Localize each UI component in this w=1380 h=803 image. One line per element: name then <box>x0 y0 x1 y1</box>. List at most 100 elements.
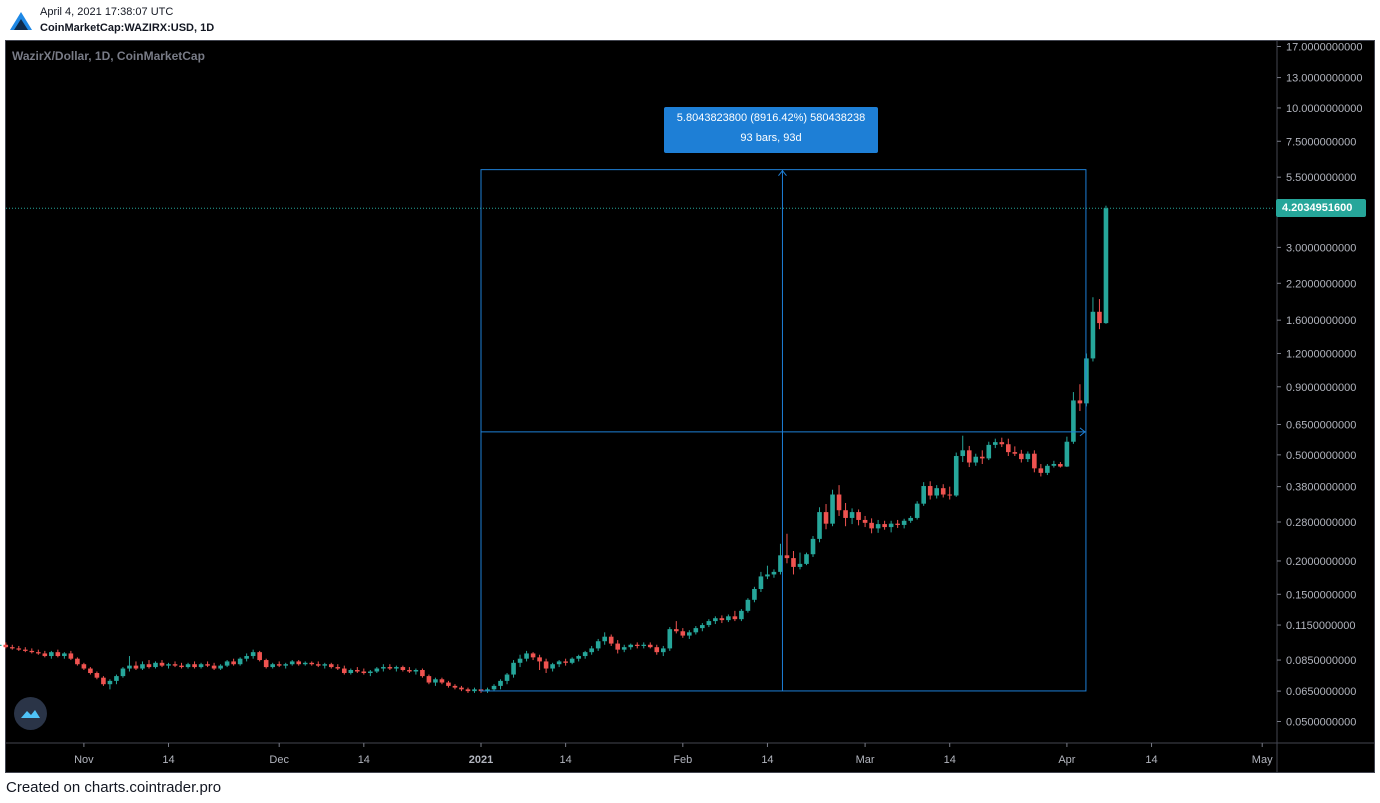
price-axis[interactable]: 17.0000000000 13.0000000000 10.0000000000 7… <box>1276 41 1362 772</box>
candle-body <box>1006 444 1011 453</box>
candle-body <box>608 636 614 644</box>
candle <box>420 668 425 678</box>
candle <box>1103 205 1109 324</box>
candle <box>836 485 842 516</box>
candle-body <box>62 653 67 657</box>
cointrader-app-button[interactable] <box>14 697 47 730</box>
time-tick-label: 14 <box>560 754 572 766</box>
candle-body <box>940 488 946 495</box>
candle <box>810 536 816 557</box>
candle <box>400 665 406 672</box>
candle <box>1006 438 1011 457</box>
candle-body <box>1064 441 1070 467</box>
price-tick-label: 0.2800000000 <box>1286 517 1356 529</box>
candle-body <box>1032 453 1037 469</box>
chart-header: April 4, 2021 17:38:07 UTC CoinMarketCap… <box>0 0 1380 40</box>
candle <box>1077 384 1083 412</box>
candle-body <box>914 503 920 518</box>
measure-up-arrow-icon <box>778 169 787 176</box>
candle <box>960 435 966 463</box>
price-tick-label: 3.0000000000 <box>1286 242 1356 254</box>
candle-body <box>973 456 979 463</box>
candle-body <box>341 668 347 674</box>
candle-body <box>1038 468 1044 473</box>
candle <box>654 644 660 655</box>
candle <box>589 645 594 655</box>
candle <box>732 610 738 622</box>
candle-body <box>752 588 757 600</box>
candle <box>862 515 868 528</box>
price-tick-label: 1.2000000000 <box>1286 348 1356 360</box>
time-tick-label: Nov <box>74 754 94 766</box>
candle <box>882 520 887 530</box>
candle <box>1032 450 1037 473</box>
candle-body <box>159 662 165 666</box>
candle-body <box>387 667 393 669</box>
candle <box>120 667 126 678</box>
candle-body <box>927 486 933 496</box>
candle-body <box>615 643 621 650</box>
candle <box>771 569 777 578</box>
candle <box>114 674 119 685</box>
measure-rectangle <box>480 169 1087 692</box>
candle-body <box>9 647 15 649</box>
measure-label[interactable]: 5.8043823800 (8916.42%) 580438238 93 bar… <box>664 107 878 153</box>
measure-right-arrow-icon <box>1079 427 1086 437</box>
candle <box>42 650 48 658</box>
candle <box>550 662 555 672</box>
candle-body <box>296 661 302 665</box>
candle-body <box>29 650 35 653</box>
candle <box>107 679 113 690</box>
candle <box>647 642 653 649</box>
candle-body <box>726 616 731 621</box>
candle <box>973 453 979 466</box>
candle-body <box>862 519 868 523</box>
candle <box>511 660 516 678</box>
candle-body <box>465 689 471 692</box>
price-tick-label: 17.0000000000 <box>1286 42 1362 54</box>
candle-body <box>420 670 425 677</box>
price-tick-label: 5.5000000000 <box>1286 172 1356 184</box>
price-tick-label: 7.5000000000 <box>1286 136 1356 148</box>
candle <box>530 652 536 661</box>
candle-body <box>283 664 288 666</box>
candle-body <box>530 653 536 658</box>
time-axis[interactable]: Nov 14 Dec 14 2021 14 Feb 14 Mar 14 Apr 14 May <box>6 742 1375 766</box>
candle-body <box>192 664 197 668</box>
candle <box>1097 299 1102 330</box>
price-tick-label: 0.3800000000 <box>1286 482 1356 494</box>
candle-body <box>843 510 848 518</box>
candle <box>888 520 894 533</box>
candle-body <box>1097 311 1102 324</box>
candle-body <box>524 653 529 659</box>
time-tick-label: 14 <box>944 754 956 766</box>
candle <box>55 649 61 658</box>
candle <box>843 502 848 527</box>
candle <box>628 643 634 650</box>
candle-body <box>791 558 796 567</box>
price-tick-label: 0.9000000000 <box>1286 382 1356 394</box>
candle <box>185 662 191 669</box>
candle-body <box>986 444 992 459</box>
chart-frame[interactable] <box>5 40 1375 773</box>
candle <box>726 614 731 623</box>
candle <box>791 550 796 575</box>
candle-body <box>667 629 673 649</box>
candle-body <box>556 661 562 665</box>
candle-body <box>1103 208 1109 324</box>
candle-body <box>680 631 686 636</box>
candle <box>485 687 490 693</box>
candle-body <box>211 665 217 669</box>
candle <box>693 626 699 635</box>
candle <box>765 565 770 580</box>
measure-tool[interactable] <box>480 169 1087 692</box>
candle <box>895 519 900 528</box>
candle <box>296 660 302 666</box>
candle <box>823 504 829 530</box>
candle-body <box>953 456 959 496</box>
candle-body <box>361 671 367 674</box>
candle-body <box>647 644 653 648</box>
candle <box>680 628 686 638</box>
candle-body <box>120 668 126 677</box>
